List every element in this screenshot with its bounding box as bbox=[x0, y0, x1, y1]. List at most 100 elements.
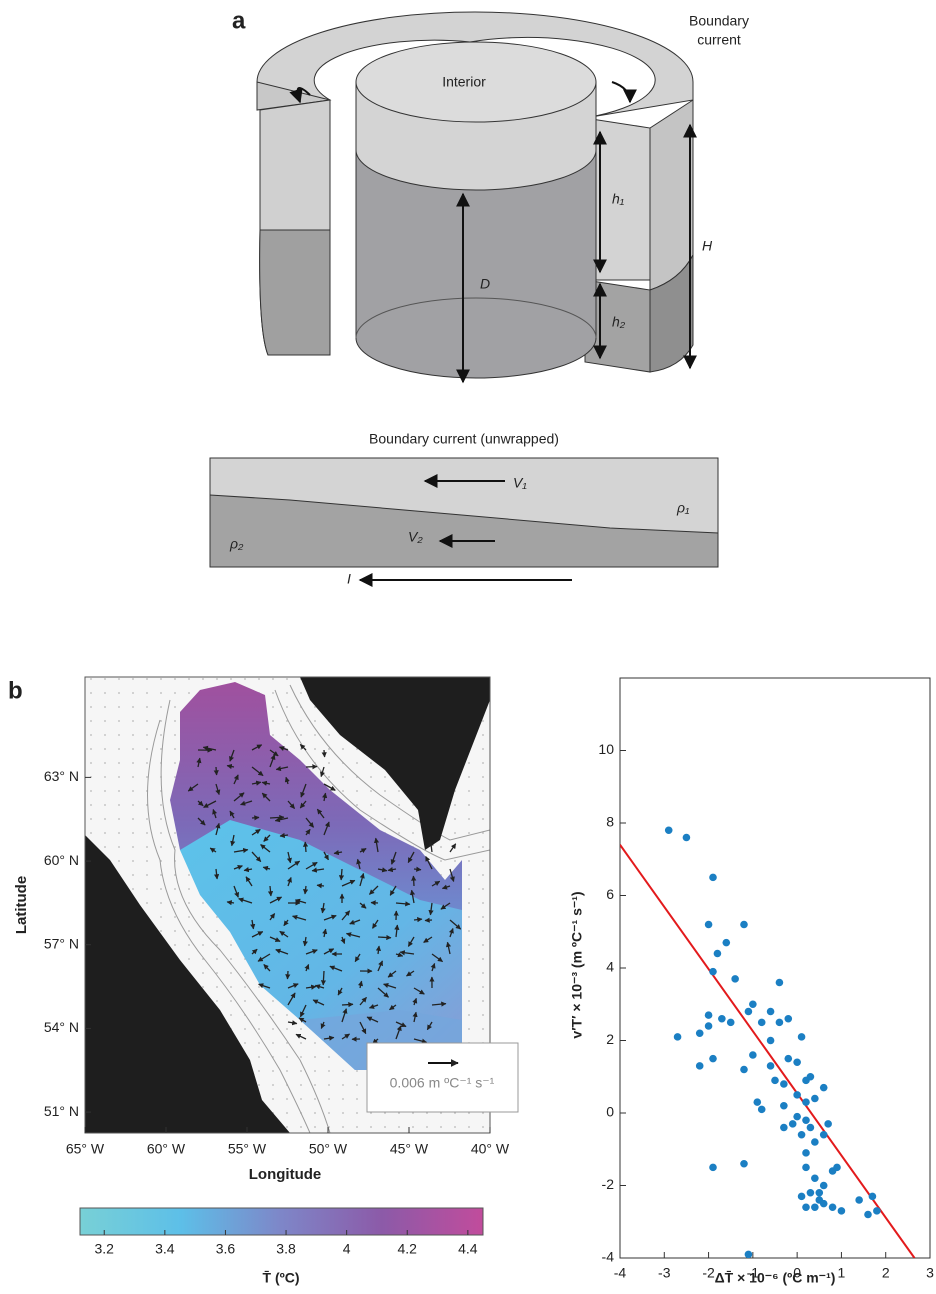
colorbar-tick-label: 3.8 bbox=[276, 1241, 296, 1257]
point bbox=[784, 1015, 792, 1023]
point bbox=[784, 1055, 792, 1063]
density-label: ρ₁ bbox=[676, 500, 690, 516]
panel-a: a Boundary current Interior D h₁ h₂ H Bo… bbox=[210, 7, 749, 586]
point bbox=[811, 1203, 819, 1211]
x-tick-label: 2 bbox=[882, 1265, 890, 1281]
panel-label: a bbox=[232, 7, 246, 34]
depth-label: D bbox=[480, 276, 490, 292]
x-tick-label: 0 bbox=[793, 1265, 801, 1281]
y-tick-label: 6 bbox=[606, 886, 614, 902]
point bbox=[753, 1098, 761, 1106]
point bbox=[793, 1091, 801, 1099]
point bbox=[740, 921, 748, 929]
point bbox=[798, 1131, 806, 1139]
point bbox=[696, 1029, 704, 1037]
velocity-label: V₂ bbox=[408, 529, 423, 545]
vector bbox=[378, 937, 391, 938]
y-tick-label: 57° N bbox=[44, 935, 79, 951]
point bbox=[696, 1062, 704, 1070]
point bbox=[767, 1062, 775, 1070]
vector bbox=[414, 869, 421, 870]
point bbox=[745, 1008, 753, 1016]
vector bbox=[324, 750, 325, 757]
x-tick-label: -2 bbox=[702, 1265, 715, 1281]
unwrapped-title: Boundary current (unwrapped) bbox=[369, 431, 559, 447]
point bbox=[811, 1174, 819, 1182]
point bbox=[709, 1164, 717, 1172]
point bbox=[820, 1200, 828, 1208]
y-tick-label: 63° N bbox=[44, 768, 79, 784]
point bbox=[820, 1131, 828, 1139]
point bbox=[869, 1193, 877, 1201]
x-axis-label: Longitude bbox=[249, 1166, 321, 1183]
vector bbox=[270, 817, 284, 818]
point bbox=[811, 1095, 819, 1103]
point bbox=[709, 874, 717, 882]
point bbox=[771, 1077, 779, 1085]
point bbox=[820, 1182, 828, 1190]
point bbox=[793, 1113, 801, 1121]
point bbox=[802, 1164, 810, 1172]
y-tick-label: 8 bbox=[606, 814, 614, 830]
point bbox=[714, 950, 722, 958]
colorbar-label: T̄ (ºC) bbox=[263, 1269, 300, 1286]
y-tick-label: 4 bbox=[606, 959, 614, 975]
vector bbox=[252, 817, 259, 818]
point bbox=[758, 1106, 766, 1114]
point bbox=[811, 1138, 819, 1146]
layer-label: h₁ bbox=[612, 191, 625, 207]
interior-label: Interior bbox=[442, 74, 486, 90]
point bbox=[802, 1203, 810, 1211]
vector bbox=[216, 767, 217, 775]
vector bbox=[317, 885, 324, 886]
point bbox=[873, 1207, 881, 1215]
y-axis-label: Latitude bbox=[13, 876, 30, 934]
point bbox=[776, 1019, 784, 1027]
point bbox=[709, 1055, 717, 1063]
vector bbox=[414, 919, 422, 920]
point bbox=[798, 1033, 806, 1041]
point bbox=[749, 1051, 757, 1059]
plot-frame bbox=[620, 678, 930, 1258]
layer-label: h₂ bbox=[612, 314, 626, 330]
x-tick-label: 45° W bbox=[390, 1141, 429, 1157]
x-tick-label: 50° W bbox=[309, 1141, 348, 1157]
point bbox=[709, 968, 717, 976]
colorbar-tick-label: 3.2 bbox=[95, 1241, 115, 1257]
y-tick-label: 10 bbox=[598, 741, 614, 757]
height-label: H bbox=[702, 238, 713, 254]
velocity-label: V₁ bbox=[513, 475, 527, 491]
point bbox=[780, 1102, 788, 1110]
colorbar bbox=[80, 1208, 483, 1235]
point bbox=[780, 1080, 788, 1088]
point bbox=[864, 1211, 872, 1219]
vector-key-label: 0.006 m ºC⁻¹ s⁻¹ bbox=[390, 1075, 495, 1091]
point bbox=[731, 975, 739, 983]
point bbox=[665, 826, 673, 834]
density-label: ρ₂ bbox=[229, 536, 244, 552]
point bbox=[705, 1022, 713, 1030]
point bbox=[767, 1037, 775, 1045]
point bbox=[807, 1073, 815, 1081]
point bbox=[776, 979, 784, 987]
panel-label: b bbox=[8, 677, 23, 704]
point bbox=[749, 1000, 757, 1008]
point bbox=[824, 1120, 832, 1128]
point bbox=[718, 1015, 726, 1023]
vector bbox=[425, 920, 432, 921]
colorbar-tick-label: 3.4 bbox=[155, 1241, 175, 1257]
scatter-panel: ΔT̄ × 10⁻⁶ (ºC m⁻¹) v′T′ × 10⁻³ (m ºC⁻¹ … bbox=[569, 678, 930, 1286]
flow-arrow bbox=[612, 82, 630, 102]
interior-cylinder bbox=[356, 42, 596, 378]
point bbox=[802, 1098, 810, 1106]
boundary-label: current bbox=[697, 32, 741, 48]
map: 0.006 m ºC⁻¹ s⁻¹ Longitude Latitude T̄ (… bbox=[13, 677, 518, 1286]
point bbox=[740, 1160, 748, 1168]
colorbar-tick-label: 4.4 bbox=[458, 1241, 478, 1257]
x-tick-label: -1 bbox=[747, 1265, 760, 1281]
point bbox=[855, 1196, 863, 1204]
point bbox=[807, 1189, 815, 1197]
x-tick-label: -3 bbox=[658, 1265, 671, 1281]
point bbox=[802, 1149, 810, 1157]
